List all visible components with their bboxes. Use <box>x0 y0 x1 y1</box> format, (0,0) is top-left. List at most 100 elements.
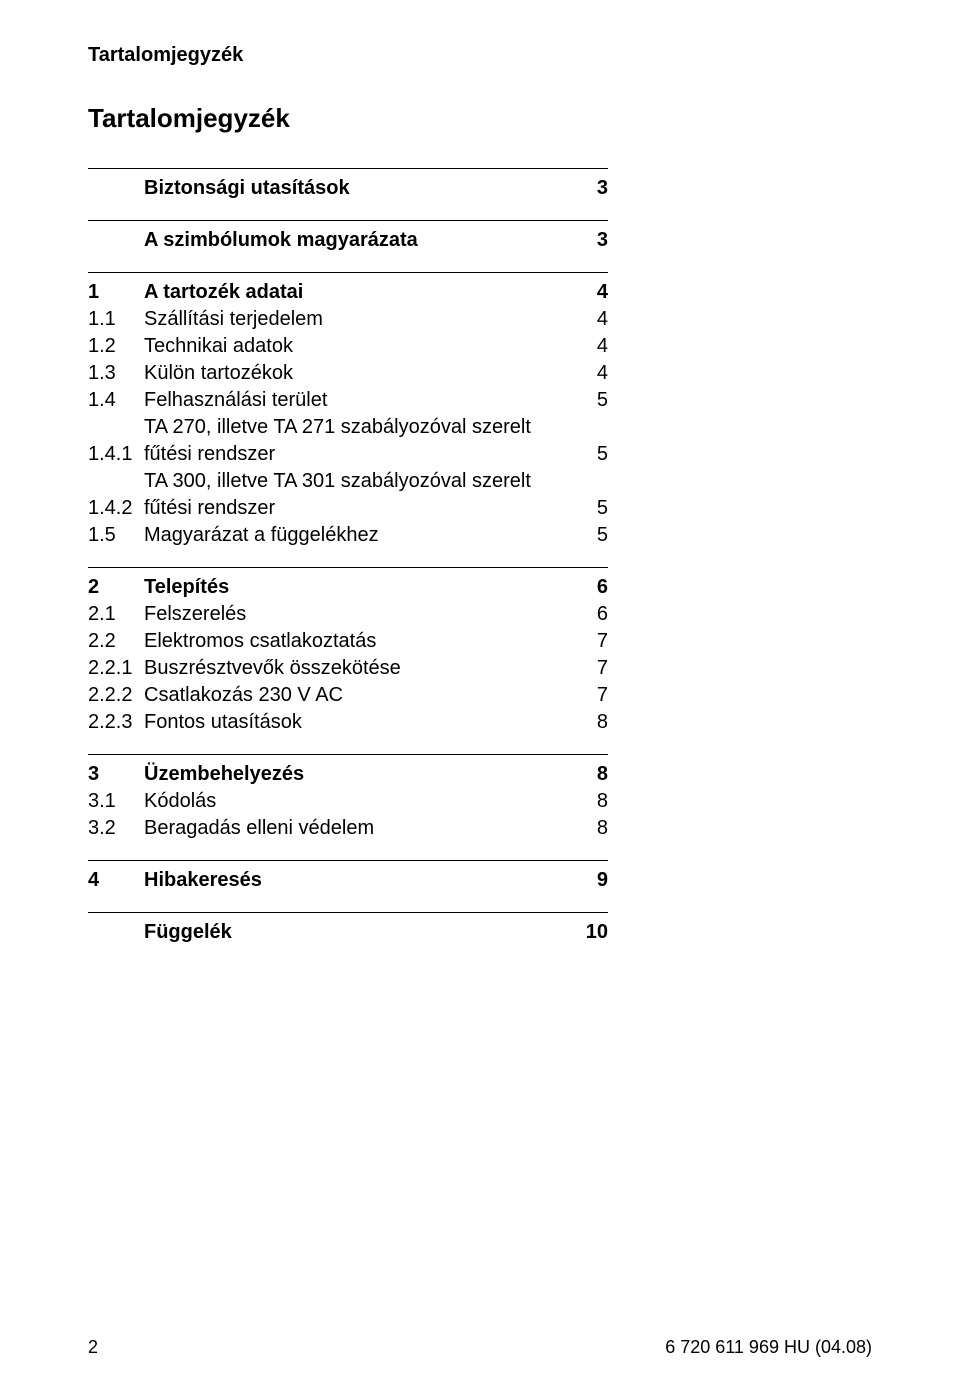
toc-row: 1.5Magyarázat a függelékhez5 <box>88 522 608 549</box>
toc-row: 2.2Elektromos csatlakoztatás7 <box>88 628 608 655</box>
toc-row-label: Üzembehelyezés <box>144 761 578 788</box>
toc-row-label: A tartozék adatai <box>144 279 578 306</box>
toc-row-page: 5 <box>578 441 608 468</box>
toc-row: 2.2.1Buszrésztvevők összekötése7 <box>88 655 608 682</box>
toc-row-label: A szimbólumok magyarázata <box>144 227 578 254</box>
toc-row-page: 6 <box>578 601 608 628</box>
section-rule <box>88 220 608 221</box>
page-title: Tartalomjegyzék <box>88 103 872 134</box>
toc-row-page: 4 <box>578 360 608 387</box>
toc-row-label: TA 300, illetve TA 301 szabályozóval sze… <box>144 468 578 522</box>
toc-row-label: Magyarázat a függelékhez <box>144 522 578 549</box>
toc-row-page: 6 <box>578 574 608 601</box>
section-rule <box>88 168 608 169</box>
toc-row-label: Függelék <box>144 919 578 946</box>
toc-row-number: 3.1 <box>88 788 144 815</box>
footer-page-number: 2 <box>88 1337 98 1358</box>
toc-row-label: Kódolás <box>144 788 578 815</box>
toc-row: 1.3Külön tartozékok4 <box>88 360 608 387</box>
toc-row-label: Hibakeresés <box>144 867 578 894</box>
toc-row: 1.4Felhasználási terület5 <box>88 387 608 414</box>
toc-row: 4Hibakeresés9 <box>88 867 608 894</box>
toc-row-page: 4 <box>578 333 608 360</box>
toc-row-page: 9 <box>578 867 608 894</box>
toc-section: 2Telepítés62.1Felszerelés62.2Elektromos … <box>88 567 872 736</box>
toc-row: 2Telepítés6 <box>88 574 608 601</box>
toc-row-number: 2.1 <box>88 601 144 628</box>
toc-row-number <box>88 175 144 202</box>
toc-row-page: 5 <box>578 495 608 522</box>
section-rule <box>88 912 608 913</box>
toc-row-number: 2 <box>88 574 144 601</box>
toc-row-label: Telepítés <box>144 574 578 601</box>
section-rule <box>88 860 608 861</box>
toc-row-page: 8 <box>578 709 608 736</box>
toc-row: Függelék10 <box>88 919 608 946</box>
toc-row-page: 3 <box>578 227 608 254</box>
section-rule <box>88 272 608 273</box>
toc-row-number: 1.2 <box>88 333 144 360</box>
toc-row-number: 1.1 <box>88 306 144 333</box>
toc-row-number: 1.4.1 <box>88 441 144 468</box>
toc-row: 2.2.3Fontos utasítások8 <box>88 709 608 736</box>
toc-row: 3.2Beragadás elleni védelem8 <box>88 815 608 842</box>
toc-row-number: 1.5 <box>88 522 144 549</box>
running-header: Tartalomjegyzék <box>88 44 872 67</box>
toc-row: 2.2.2Csatlakozás 230 V AC7 <box>88 682 608 709</box>
toc-row-number: 2.2.1 <box>88 655 144 682</box>
toc-row-label: Buszrésztvevők összekötése <box>144 655 578 682</box>
toc-section: A szimbólumok magyarázata3 <box>88 220 872 254</box>
footer-doc-id: 6 720 611 969 HU (04.08) <box>665 1337 872 1358</box>
toc-row-number: 1.4.2 <box>88 495 144 522</box>
toc-row: 1.2Technikai adatok4 <box>88 333 608 360</box>
toc-section: 4Hibakeresés9 <box>88 860 872 894</box>
toc-row-label: Felhasználási terület <box>144 387 578 414</box>
toc-row-page: 7 <box>578 655 608 682</box>
toc-row-label: TA 270, illetve TA 271 szabályozóval sze… <box>144 414 578 468</box>
toc-row-page: 8 <box>578 815 608 842</box>
toc-row-page: 10 <box>578 919 608 946</box>
toc-row-page: 7 <box>578 628 608 655</box>
toc-row: Biztonsági utasítások3 <box>88 175 608 202</box>
toc-row-page: 7 <box>578 682 608 709</box>
toc-row: 3.1Kódolás8 <box>88 788 608 815</box>
table-of-contents: Biztonsági utasítások3A szimbólumok magy… <box>88 168 872 946</box>
toc-row: 3Üzembehelyezés8 <box>88 761 608 788</box>
toc-row-label: Beragadás elleni védelem <box>144 815 578 842</box>
toc-row-label: Elektromos csatlakoztatás <box>144 628 578 655</box>
toc-row: 1.4.2TA 300, illetve TA 301 szabályozóva… <box>88 468 608 522</box>
toc-section: Függelék10 <box>88 912 872 946</box>
toc-row-number: 2.2 <box>88 628 144 655</box>
toc-row-number: 4 <box>88 867 144 894</box>
section-rule <box>88 754 608 755</box>
toc-row-label: Szállítási terjedelem <box>144 306 578 333</box>
toc-section: Biztonsági utasítások3 <box>88 168 872 202</box>
toc-row-number: 3 <box>88 761 144 788</box>
toc-row-label: Felszerelés <box>144 601 578 628</box>
section-rule <box>88 567 608 568</box>
toc-row-label: Külön tartozékok <box>144 360 578 387</box>
toc-row-number <box>88 919 144 946</box>
toc-row: A szimbólumok magyarázata3 <box>88 227 608 254</box>
toc-row-page: 4 <box>578 279 608 306</box>
toc-row: 1.1Szállítási terjedelem4 <box>88 306 608 333</box>
toc-row-page: 3 <box>578 175 608 202</box>
toc-row: 1.4.1TA 270, illetve TA 271 szabályozóva… <box>88 414 608 468</box>
toc-row-label: Biztonsági utasítások <box>144 175 578 202</box>
toc-row-page: 5 <box>578 522 608 549</box>
toc-row-number: 3.2 <box>88 815 144 842</box>
toc-row-page: 8 <box>578 761 608 788</box>
toc-row-page: 8 <box>578 788 608 815</box>
toc-row: 2.1Felszerelés6 <box>88 601 608 628</box>
toc-row-page: 4 <box>578 306 608 333</box>
footer: 2 6 720 611 969 HU (04.08) <box>88 1337 872 1358</box>
document-page: Tartalomjegyzék Tartalomjegyzék Biztonsá… <box>0 0 960 1392</box>
toc-row-number: 2.2.2 <box>88 682 144 709</box>
toc-row-number: 2.2.3 <box>88 709 144 736</box>
toc-row: 1A tartozék adatai4 <box>88 279 608 306</box>
toc-section: 3Üzembehelyezés83.1Kódolás83.2Beragadás … <box>88 754 872 842</box>
toc-section: 1A tartozék adatai41.1Szállítási terjede… <box>88 272 872 549</box>
toc-row-number: 1.3 <box>88 360 144 387</box>
toc-row-number: 1.4 <box>88 387 144 414</box>
toc-row-label: Fontos utasítások <box>144 709 578 736</box>
